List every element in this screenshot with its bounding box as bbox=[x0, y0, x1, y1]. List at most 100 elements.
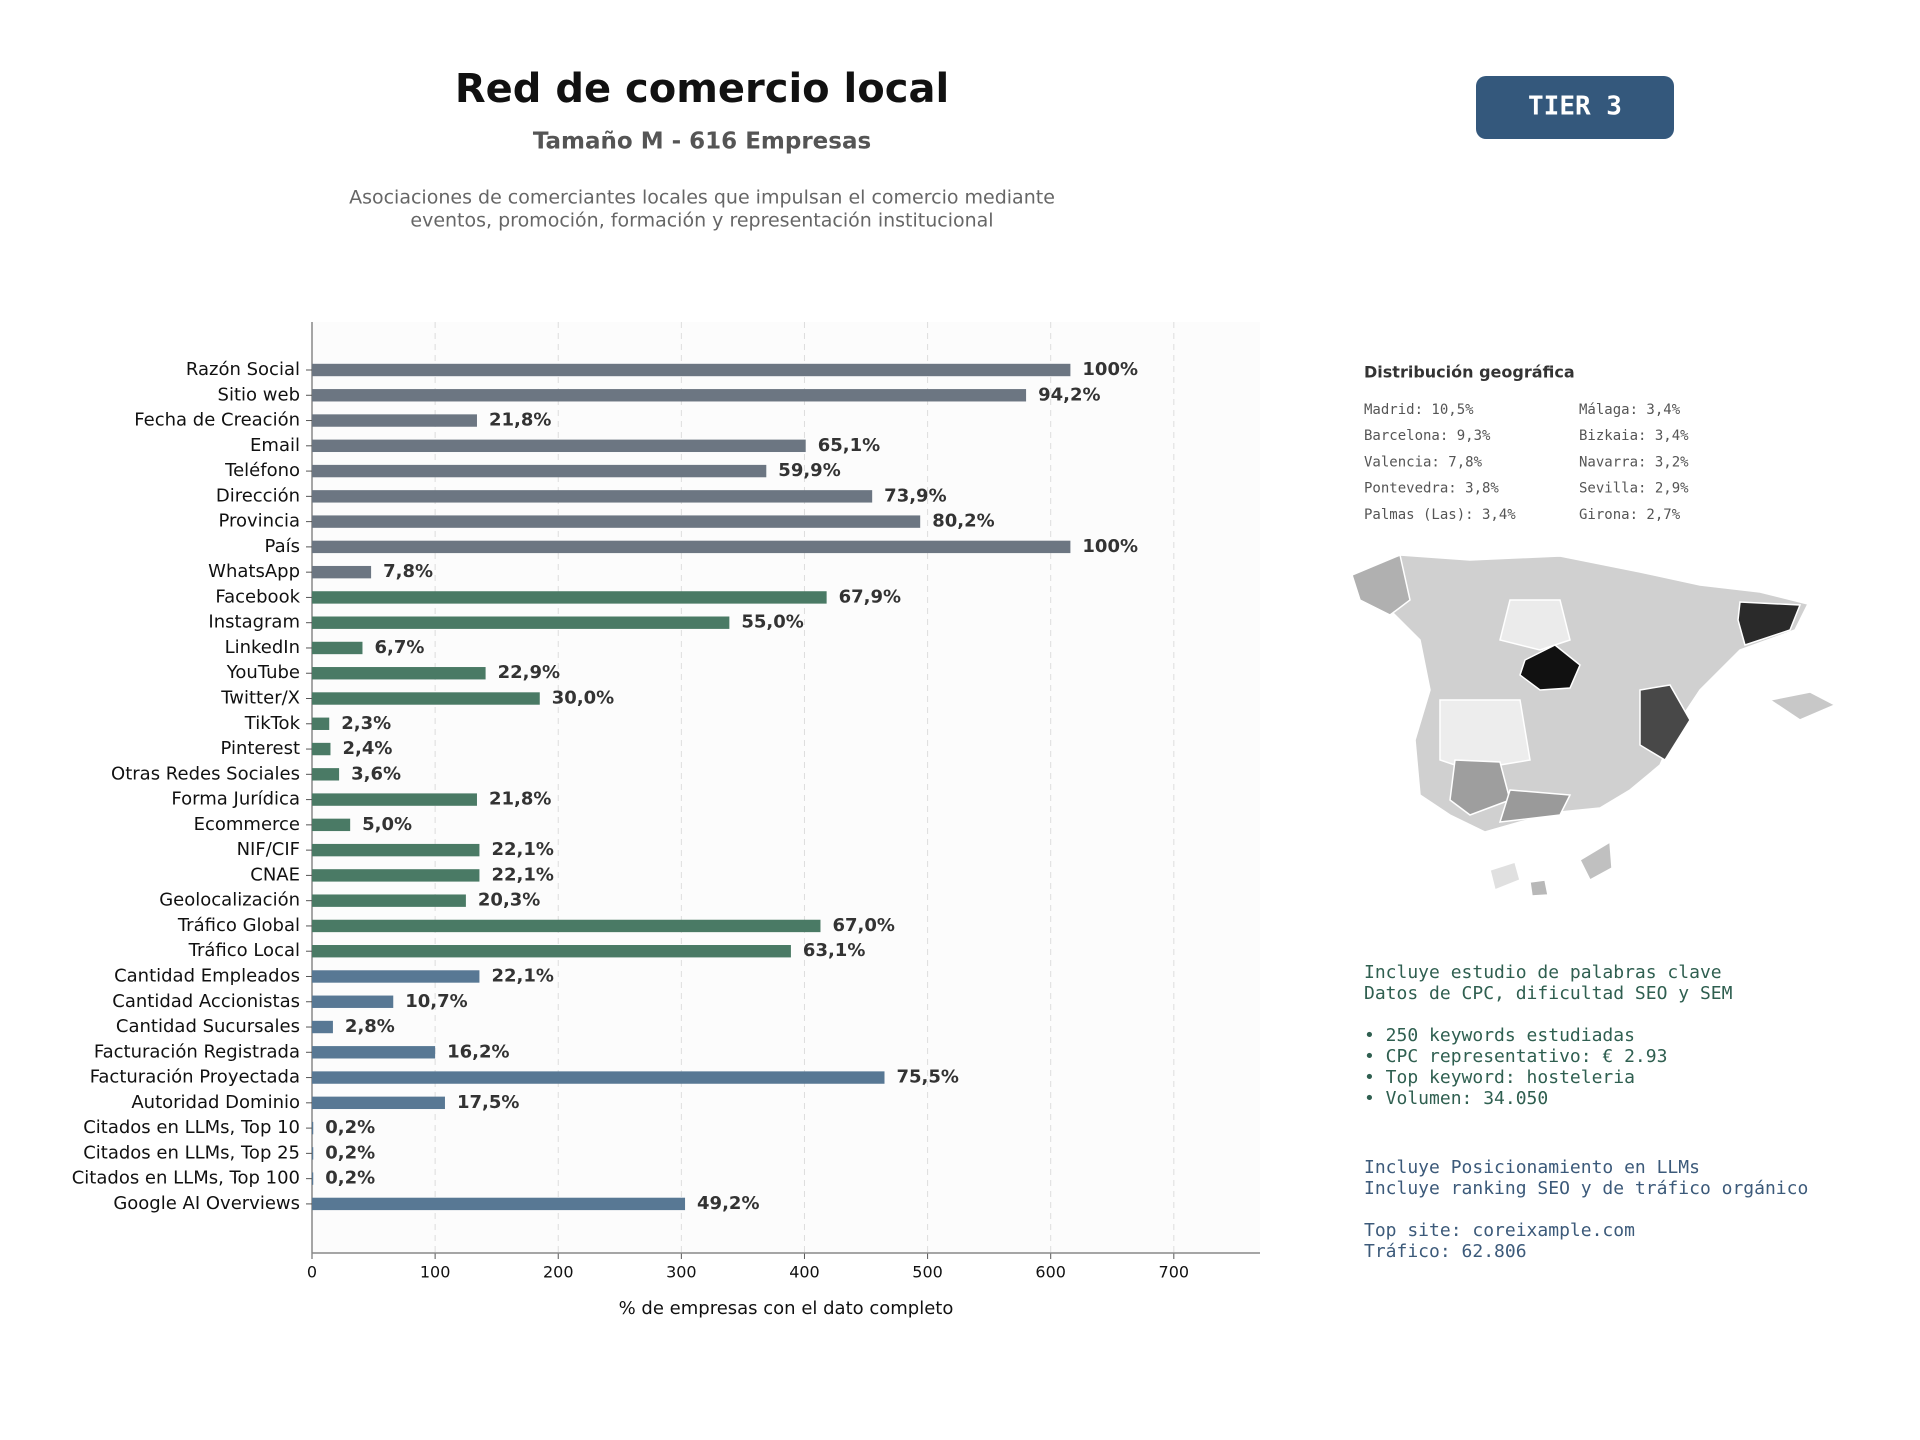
title: Red de comercio local bbox=[455, 66, 949, 112]
y-tick-label: CNAE bbox=[250, 864, 300, 885]
bar bbox=[312, 894, 466, 907]
geo-item: Palmas (Las): 3,4% bbox=[1364, 507, 1516, 523]
bar bbox=[312, 818, 351, 832]
y-tick-label: TikTok bbox=[244, 713, 301, 734]
keywords-line: • CPC representativo: € 2.93 bbox=[1364, 1046, 1667, 1067]
bar bbox=[312, 793, 477, 806]
x-axis-label: % de empresas con el dato completo bbox=[619, 1298, 954, 1319]
bar bbox=[312, 667, 486, 680]
bar bbox=[312, 641, 363, 655]
x-tick-label: 200 bbox=[543, 1263, 574, 1282]
y-tick-label: WhatsApp bbox=[208, 561, 300, 582]
value-label: 63,1% bbox=[803, 940, 865, 961]
y-tick-label: Forma Jurídica bbox=[171, 789, 300, 810]
value-label: 2,8% bbox=[345, 1016, 395, 1037]
y-tick-label: Ecommerce bbox=[194, 814, 300, 835]
value-label: 49,2% bbox=[697, 1193, 759, 1214]
llm-line: Incluye Posicionamiento en LLMs bbox=[1364, 1157, 1700, 1178]
bar bbox=[312, 1172, 314, 1185]
bar bbox=[312, 414, 477, 427]
bar bbox=[312, 843, 480, 857]
geo-item: Girona: 2,7% bbox=[1579, 507, 1681, 523]
y-tick-label: Facturación Proyectada bbox=[90, 1067, 300, 1088]
y-tick-label: Google AI Overviews bbox=[113, 1193, 300, 1214]
bar bbox=[312, 540, 1071, 554]
value-label: 10,7% bbox=[405, 991, 467, 1012]
x-tick-label: 600 bbox=[1035, 1263, 1066, 1282]
value-label: 65,1% bbox=[818, 435, 880, 456]
x-tick-label: 400 bbox=[789, 1263, 820, 1282]
bar bbox=[312, 869, 480, 882]
llm-line: Top site: coreixample.com bbox=[1364, 1220, 1635, 1241]
y-tick-label: Cantidad Empleados bbox=[114, 965, 300, 986]
y-tick-label: Provincia bbox=[218, 511, 300, 532]
bar bbox=[312, 1046, 436, 1059]
geo-item: Málaga: 3,4% bbox=[1579, 402, 1681, 418]
bar bbox=[312, 1096, 445, 1110]
y-tick-label: Facebook bbox=[215, 586, 300, 607]
bar bbox=[312, 995, 394, 1008]
x-tick-label: 500 bbox=[912, 1263, 943, 1282]
value-label: 21,8% bbox=[489, 789, 551, 810]
map bbox=[1351, 553, 1837, 897]
y-tick-label: NIF/CIF bbox=[237, 839, 300, 860]
description: eventos, promoción, formación y represen… bbox=[410, 210, 993, 232]
y-tick-label: Email bbox=[250, 435, 300, 456]
geo-item: Barcelona: 9,3% bbox=[1364, 428, 1491, 444]
value-label: 2,4% bbox=[342, 738, 392, 759]
bar bbox=[312, 919, 821, 933]
y-tick-label: Instagram bbox=[208, 612, 300, 633]
value-label: 0,2% bbox=[325, 1168, 375, 1189]
value-label: 100% bbox=[1082, 536, 1138, 557]
keywords-line: • 250 keywords estudiadas bbox=[1364, 1025, 1635, 1046]
bar bbox=[312, 717, 330, 730]
keywords-line: Datos de CPC, dificultad SEO y SEM bbox=[1364, 983, 1733, 1004]
y-tick-label: Sitio web bbox=[218, 384, 300, 405]
y-tick-label: Citados en LLMs, Top 10 bbox=[83, 1117, 300, 1138]
value-label: 67,0% bbox=[832, 915, 894, 936]
value-label: 7,8% bbox=[383, 561, 433, 582]
bar bbox=[312, 1197, 686, 1211]
description: Asociaciones de comerciantes locales que… bbox=[349, 187, 1055, 209]
keywords-line: Incluye estudio de palabras clave bbox=[1364, 962, 1722, 983]
y-tick-label: Geolocalización bbox=[159, 890, 300, 911]
bar bbox=[312, 464, 767, 478]
bar bbox=[312, 1020, 333, 1034]
y-tick-label: LinkedIn bbox=[225, 637, 300, 658]
bar bbox=[312, 389, 1027, 402]
value-label: 22,1% bbox=[491, 864, 553, 885]
value-label: 20,3% bbox=[478, 890, 540, 911]
value-label: 73,9% bbox=[884, 485, 946, 506]
value-label: 2,3% bbox=[341, 713, 391, 734]
bar bbox=[312, 363, 1071, 377]
value-label: 6,7% bbox=[374, 637, 424, 658]
badge bbox=[1476, 76, 1674, 139]
y-tick-label: Pinterest bbox=[220, 738, 300, 759]
bar bbox=[312, 1121, 314, 1135]
x-tick-label: 700 bbox=[1159, 1263, 1190, 1282]
geo-title: Distribución geográfica bbox=[1364, 363, 1575, 382]
value-label: 0,2% bbox=[325, 1142, 375, 1163]
value-label: 22,9% bbox=[498, 662, 560, 683]
value-label: 67,9% bbox=[839, 586, 901, 607]
value-label: 5,0% bbox=[362, 814, 412, 835]
value-label: 22,1% bbox=[491, 965, 553, 986]
y-tick-label: Citados en LLMs, Top 25 bbox=[83, 1142, 300, 1163]
bar bbox=[312, 970, 480, 983]
bar bbox=[312, 565, 372, 579]
y-tick-label: Facturación Registrada bbox=[94, 1041, 300, 1062]
bar bbox=[312, 591, 827, 604]
value-label: 0,2% bbox=[325, 1117, 375, 1138]
value-label: 30,0% bbox=[552, 688, 614, 709]
y-tick-label: Otras Redes Sociales bbox=[111, 763, 300, 784]
y-tick-label: Twitter/X bbox=[220, 688, 300, 709]
y-tick-label: Citados en LLMs, Top 100 bbox=[72, 1168, 300, 1189]
y-tick-label: Tráfico Global bbox=[177, 915, 300, 936]
bar bbox=[312, 1147, 314, 1160]
value-label: 21,8% bbox=[489, 410, 551, 431]
y-tick-label: Cantidad Sucursales bbox=[116, 1016, 300, 1037]
y-tick-label: Tráfico Local bbox=[188, 940, 300, 961]
geo-item: Valencia: 7,8% bbox=[1364, 454, 1483, 470]
value-label: 100% bbox=[1082, 359, 1138, 380]
